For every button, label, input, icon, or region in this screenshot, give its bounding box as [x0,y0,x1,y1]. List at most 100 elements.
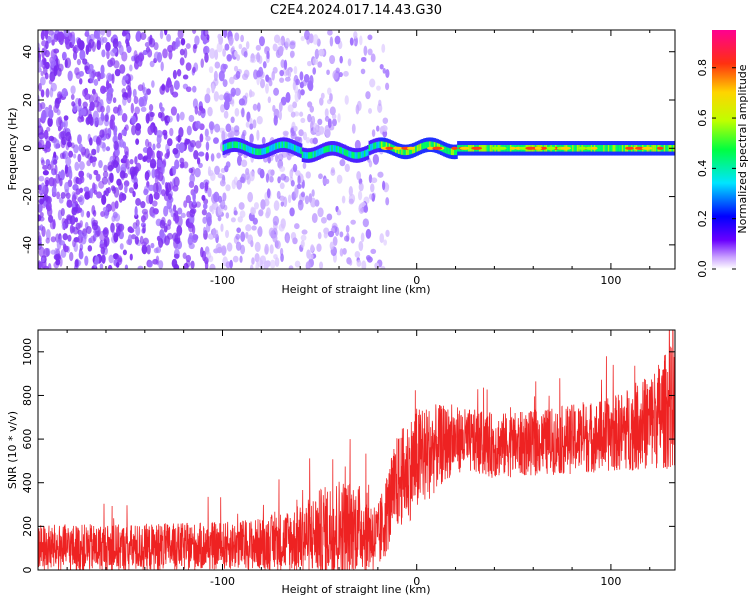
noise-mark [119,64,126,74]
noise-mark [42,170,49,176]
band-core [283,141,286,148]
band-core [234,141,238,148]
noise-mark [52,159,58,165]
band-core [469,145,472,152]
noise-mark [110,119,116,131]
noise-mark [207,187,212,198]
band-core [429,141,432,148]
noise-mark [365,91,371,100]
noise-mark [342,247,347,255]
noise-mark [230,116,235,124]
noise-mark [93,79,99,86]
noise-mark [269,259,276,269]
noise-mark [110,185,116,192]
noise-mark [310,115,316,126]
noise-mark [96,40,102,51]
noise-mark [47,117,53,127]
noise-mark [298,129,304,137]
band-core [329,145,332,152]
noise-mark [289,169,294,179]
band-core [227,142,230,150]
noise-mark [300,239,305,248]
noise-mark [44,146,48,154]
noise-mark [95,173,101,182]
noise-mark [159,102,163,110]
noise-mark [171,258,178,268]
noise-mark [172,91,179,98]
band-core [346,150,349,157]
noise-mark [52,218,56,230]
noise-mark [167,219,172,227]
noise-mark [194,35,200,46]
noise-mark [329,92,333,102]
noise-mark [225,123,232,133]
noise-mark [270,169,275,176]
noise-mark [66,215,73,225]
noise-mark [40,89,45,98]
noise-mark [199,133,204,143]
noise-mark [258,66,264,77]
noise-mark [287,194,292,204]
noise-mark [67,234,72,242]
noise-mark [106,49,110,60]
noise-mark [87,245,93,252]
noise-mark [294,170,301,176]
noise-mark [294,260,301,268]
noise-mark [73,206,79,212]
noise-mark [78,70,85,77]
band-core [276,142,280,149]
noise-mark [317,207,324,218]
colorbar-tick-label: 0.4 [696,160,709,178]
band-core [455,148,458,156]
noise-mark [236,155,242,166]
band-core [278,141,281,149]
noise-mark [74,161,80,171]
noise-mark [319,97,324,106]
noise-mark [382,117,389,124]
band-core [449,148,452,155]
noise-mark [135,127,141,136]
noise-mark [93,31,100,39]
band-core [303,151,306,159]
band-core [620,145,623,152]
noise-mark [122,249,127,256]
noise-mark [367,48,373,56]
noise-mark [307,101,313,108]
noise-mark [285,69,290,76]
snr-y-ticks: 0 200 400 600 800 1000 [21,338,675,574]
x-tick-label: -100 [210,575,235,588]
band-core [342,148,345,155]
noise-mark [135,225,141,237]
noise-mark [229,130,235,138]
noise-mark [214,49,219,61]
noise-mark [152,182,159,194]
noise-mark [43,64,48,76]
noise-mark [176,225,183,237]
noise-mark [383,239,388,246]
noise-mark [124,184,128,194]
band-core [298,146,301,154]
noise-mark [290,52,294,59]
band-core [314,150,317,158]
noise-mark [147,48,153,58]
noise-mark [313,122,319,134]
noise-mark [258,209,264,217]
band-core [488,145,491,152]
noise-mark [61,222,66,230]
noise-mark [109,57,116,66]
noise-mark [85,30,90,36]
band-core [264,147,267,155]
noise-mark [56,239,62,250]
band-core [377,141,381,149]
band-core [598,145,601,152]
snr-panel: -100 0 100 0 200 400 600 800 1000 Height of str… [6,329,676,596]
band-core [373,142,376,150]
noise-mark [93,169,99,176]
band-core [385,142,388,149]
noise-mark [251,225,257,231]
noise-mark [212,227,217,239]
noise-mark [306,60,312,67]
noise-mark [89,188,94,199]
noise-mark [141,241,147,248]
noise-mark [228,36,234,45]
